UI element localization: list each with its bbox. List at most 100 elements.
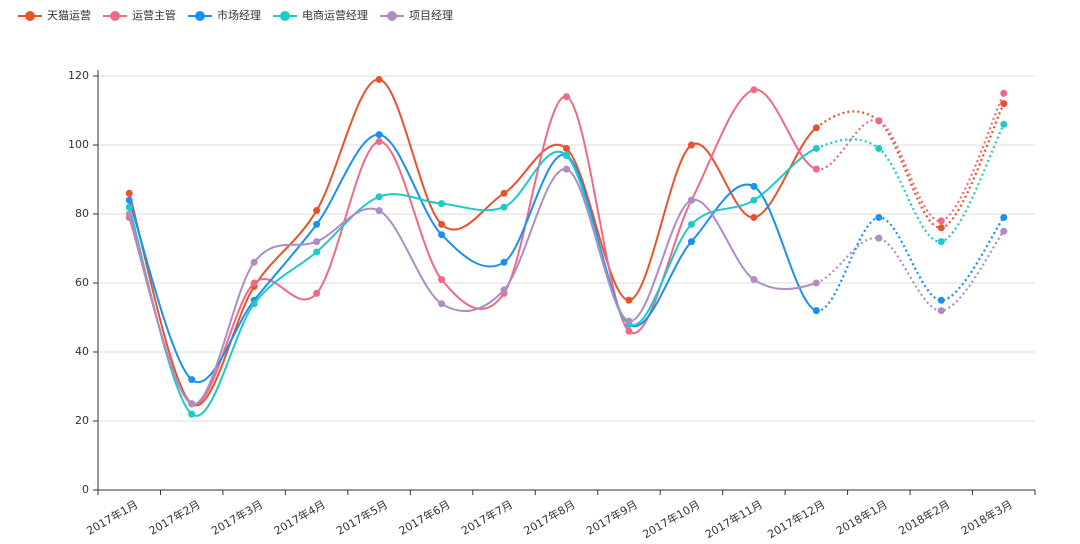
x-tick-label: 2018年1月 (833, 497, 889, 538)
data-point (438, 276, 446, 284)
legend-marker (110, 11, 120, 21)
legend-label: 运营主管 (132, 8, 176, 22)
data-point (750, 276, 758, 284)
data-point (125, 210, 133, 218)
series-line (128, 88, 817, 406)
data-point (875, 213, 883, 221)
data-point (375, 75, 383, 83)
data-point (438, 200, 446, 208)
data-point (750, 86, 758, 94)
legend-item: 运营主管 (103, 8, 176, 22)
y-tick-label: 20 (75, 414, 89, 427)
series-line (128, 133, 817, 384)
data-point (937, 238, 945, 246)
data-point (563, 93, 570, 101)
series-line (815, 230, 1005, 312)
series-line (816, 92, 1005, 222)
x-tick-label: 2017年7月 (459, 497, 515, 538)
data-point (937, 224, 945, 232)
data-point (438, 300, 446, 308)
data-point (188, 410, 196, 418)
y-tick-label: 60 (75, 276, 89, 289)
data-point (563, 144, 570, 152)
x-tick-label: 2018年2月 (896, 497, 952, 538)
series-line (815, 123, 1005, 243)
data-point (313, 207, 321, 215)
legend-item: 电商运营经理 (273, 8, 368, 22)
data-point (812, 124, 820, 132)
data-point (313, 238, 321, 246)
legend-marker (387, 11, 397, 21)
x-tick-label: 2017年9月 (584, 497, 640, 538)
data-point (875, 117, 883, 125)
data-point (875, 234, 883, 242)
data-point (188, 376, 196, 384)
data-point (500, 189, 508, 197)
data-point (812, 307, 820, 315)
data-point (687, 238, 695, 246)
data-point (1000, 89, 1008, 97)
data-point (125, 189, 133, 197)
legend-item: 项目经理 (380, 9, 453, 22)
legend-marker (280, 11, 290, 21)
data-point (125, 196, 133, 204)
x-tick-label: 2017年4月 (271, 497, 327, 538)
legend-item: 天猫运营 (18, 8, 91, 22)
data-point (937, 217, 945, 225)
data-point (937, 296, 945, 304)
data-point (625, 317, 633, 325)
x-tick-label: 2017年12月 (765, 497, 827, 541)
legend-marker (195, 11, 205, 21)
series-line (128, 168, 817, 405)
data-point (812, 279, 820, 287)
x-tick-label: 2017年6月 (396, 497, 452, 538)
data-point (375, 138, 383, 146)
data-point (750, 213, 758, 221)
legend-label: 市场经理 (217, 8, 261, 22)
data-point (500, 258, 508, 266)
data-point (1000, 100, 1008, 108)
data-point (188, 400, 196, 408)
series-line (128, 78, 818, 407)
y-tick-label: 80 (75, 207, 89, 220)
legend-item: 市场经理 (188, 8, 261, 22)
data-point (375, 207, 383, 215)
y-tick-label: 0 (82, 483, 89, 496)
x-tick-label: 2017年3月 (209, 497, 265, 538)
data-point (812, 144, 820, 152)
data-point (625, 327, 633, 335)
data-point (500, 286, 508, 294)
data-point (438, 220, 446, 228)
data-point (250, 279, 258, 287)
data-point (687, 196, 695, 204)
data-point (375, 131, 383, 139)
data-point (125, 203, 133, 211)
legend-label: 项目经理 (409, 9, 453, 22)
data-point (625, 296, 633, 304)
x-tick-label: 2017年10月 (640, 497, 702, 541)
data-point (750, 182, 758, 190)
data-point (313, 289, 321, 297)
data-point (1000, 120, 1008, 128)
x-tick-label: 2017年5月 (334, 497, 390, 538)
legend-marker (25, 11, 35, 21)
data-point (563, 165, 570, 173)
y-tick-label: 120 (68, 69, 89, 82)
series-line (816, 216, 1005, 312)
data-point (1000, 213, 1008, 221)
data-point (563, 151, 570, 159)
data-point (937, 307, 945, 315)
x-tick-label: 2017年8月 (521, 497, 577, 538)
data-point (313, 220, 321, 228)
y-tick-label: 40 (75, 345, 89, 358)
series-line (128, 147, 817, 417)
x-tick-label: 2017年1月 (84, 497, 140, 538)
data-point (250, 300, 258, 308)
x-tick-label: 2017年2月 (146, 497, 202, 538)
data-point (375, 193, 383, 201)
data-point (438, 231, 446, 239)
x-tick-label: 2018年3月 (958, 497, 1014, 538)
data-point (875, 144, 883, 152)
data-point (750, 196, 758, 204)
